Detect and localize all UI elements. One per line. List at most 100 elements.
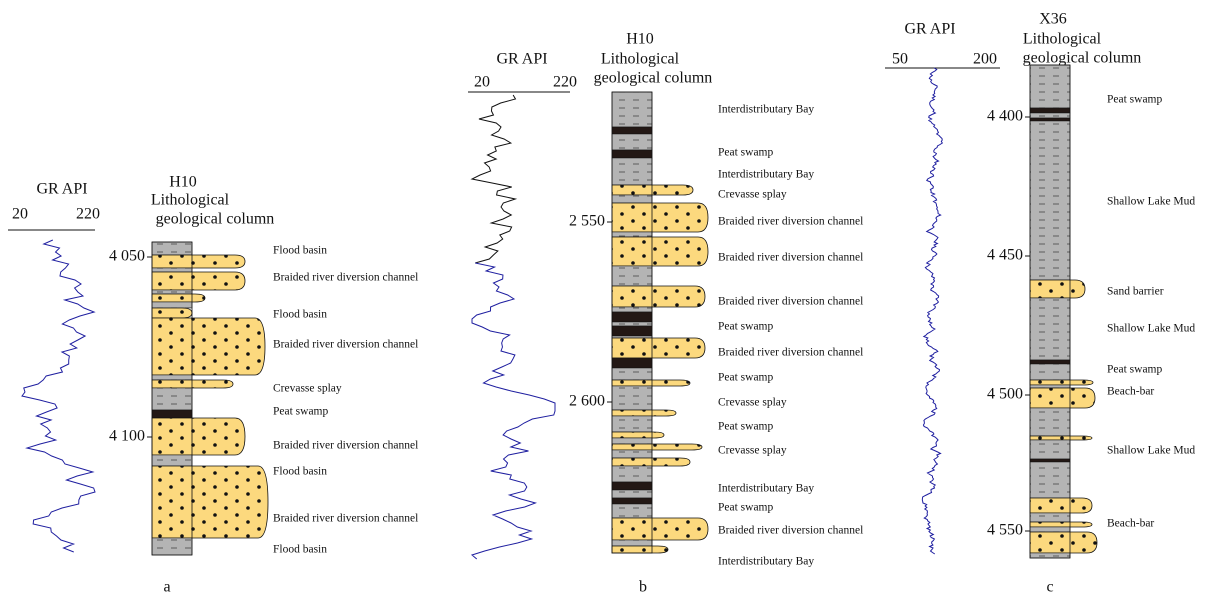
sand-layer: [612, 444, 702, 450]
facies-label: Braided river diversion channel: [273, 440, 418, 452]
gr-curve: [22, 240, 95, 552]
facies-label: Peat swamp: [273, 406, 329, 418]
panel-label: c: [1046, 579, 1053, 595]
facies-label: Braided river diversion channel: [273, 272, 418, 284]
facies-label: Shallow Lake Mud: [1107, 323, 1195, 335]
mud-layer: [152, 455, 192, 466]
facies-label: Shallow Lake Mud: [1107, 196, 1195, 208]
sand-layer: [152, 255, 245, 268]
mud-layer: [612, 438, 652, 444]
column-title: H10: [169, 174, 197, 191]
mud-layer: [1030, 298, 1070, 360]
depth-label: 4 100: [109, 428, 145, 445]
sand-layer: [612, 458, 690, 466]
facies-label: Peat swamp: [718, 321, 774, 333]
facies-label: Braided river diversion channel: [273, 339, 418, 351]
mud-layer: [612, 322, 652, 326]
mud-layer: [1030, 121, 1070, 280]
coal-layer: [612, 127, 652, 134]
mud-layer: [612, 490, 652, 498]
coal-layer: [152, 410, 192, 418]
column-title: H10: [626, 31, 654, 48]
coal-layer: [1030, 118, 1070, 121]
facies-label: Flood basin: [273, 544, 327, 556]
facies-label: Crevasse splay: [718, 189, 787, 201]
sand-layer: [1030, 436, 1092, 440]
coal-layer: [612, 312, 652, 322]
mud-layer: [612, 92, 652, 127]
gr-scale-label: 20: [474, 74, 490, 91]
facies-label: Beach-bar: [1107, 518, 1154, 530]
sand-layer: [612, 203, 708, 232]
depth-label: 4 450: [987, 247, 1023, 264]
depth-label: 4 500: [987, 386, 1023, 403]
coal-layer: [1030, 108, 1070, 113]
gr-curve: [472, 263, 555, 559]
facies-label: Crevasse splay: [718, 397, 787, 409]
mud-layer: [152, 302, 192, 308]
facies-label: Crevasse splay: [718, 445, 787, 457]
mud-layer: [612, 504, 652, 518]
gr-title: GR API: [36, 181, 87, 198]
sand-layer: [1030, 532, 1097, 553]
mud-layer: [1030, 527, 1070, 532]
mud-layer: [152, 290, 192, 294]
mud-layer: [152, 538, 192, 555]
mud-layer: [1030, 113, 1070, 118]
facies-label: Flood basin: [273, 245, 327, 257]
sand-layer: [1030, 388, 1095, 408]
facies-label: Peat swamp: [718, 147, 774, 159]
facies-label: Braided river diversion channel: [718, 252, 863, 264]
gr-curve: [922, 68, 942, 554]
sand-layer: [612, 546, 668, 553]
gr-scale-label: 220: [76, 206, 100, 223]
mud-layer: [1030, 385, 1070, 388]
mud-layer: [1030, 513, 1070, 522]
mud-layer: [152, 375, 192, 380]
sand-layer: [1030, 498, 1092, 513]
mud-layer: [1030, 440, 1070, 459]
coal-layer: [612, 150, 652, 158]
mud-layer: [1030, 65, 1070, 108]
mud-layer: [612, 158, 652, 185]
facies-label: Crevasse splay: [273, 383, 342, 395]
facies-label: Peat swamp: [1107, 364, 1163, 376]
depth-label: 4 550: [987, 522, 1023, 539]
facies-label: Beach-bar: [1107, 386, 1154, 398]
gr-title: GR API: [904, 21, 955, 38]
figure: GR API 20 220 H10 Lithological geological col…: [0, 0, 1220, 595]
sand-layer: [612, 286, 705, 307]
gr-curve: [472, 95, 515, 263]
depth-label: 2 600: [569, 393, 605, 410]
facies-label: Interdistributary Bay: [718, 556, 814, 568]
mud-layer: [612, 134, 652, 150]
facies-label: Interdistributary Bay: [718, 169, 814, 181]
coal-layer: [612, 482, 652, 490]
coal-layer: [612, 326, 652, 336]
mud-layer: [152, 242, 192, 255]
column-title: geological column: [594, 70, 713, 87]
well-panel: GR API50200X36Lithologicalgeological col…: [885, 11, 1195, 595]
facies-label: Braided river diversion channel: [718, 525, 863, 537]
sand-layer: [152, 418, 245, 455]
mud-layer: [612, 540, 652, 546]
facies-label: Peat swamp: [718, 502, 774, 514]
sand-layer: [612, 237, 708, 266]
gr-title: GR API: [496, 51, 547, 68]
mud-layer: [1030, 462, 1070, 498]
depth-label: 4 050: [109, 248, 145, 265]
sand-layer: [612, 380, 690, 386]
facies-label: Braided river diversion channel: [718, 347, 863, 359]
column-title: Lithological: [601, 51, 680, 68]
sand-layer: [612, 518, 708, 540]
column-title: X36: [1039, 11, 1067, 28]
mud-layer: [612, 195, 652, 203]
mud-layer: [152, 268, 192, 272]
sand-layer: [612, 410, 676, 416]
sand-layer: [1030, 280, 1085, 298]
gr-scale-label: 50: [892, 51, 908, 68]
mud-layer: [612, 307, 652, 312]
column-title: geological column: [156, 211, 275, 228]
